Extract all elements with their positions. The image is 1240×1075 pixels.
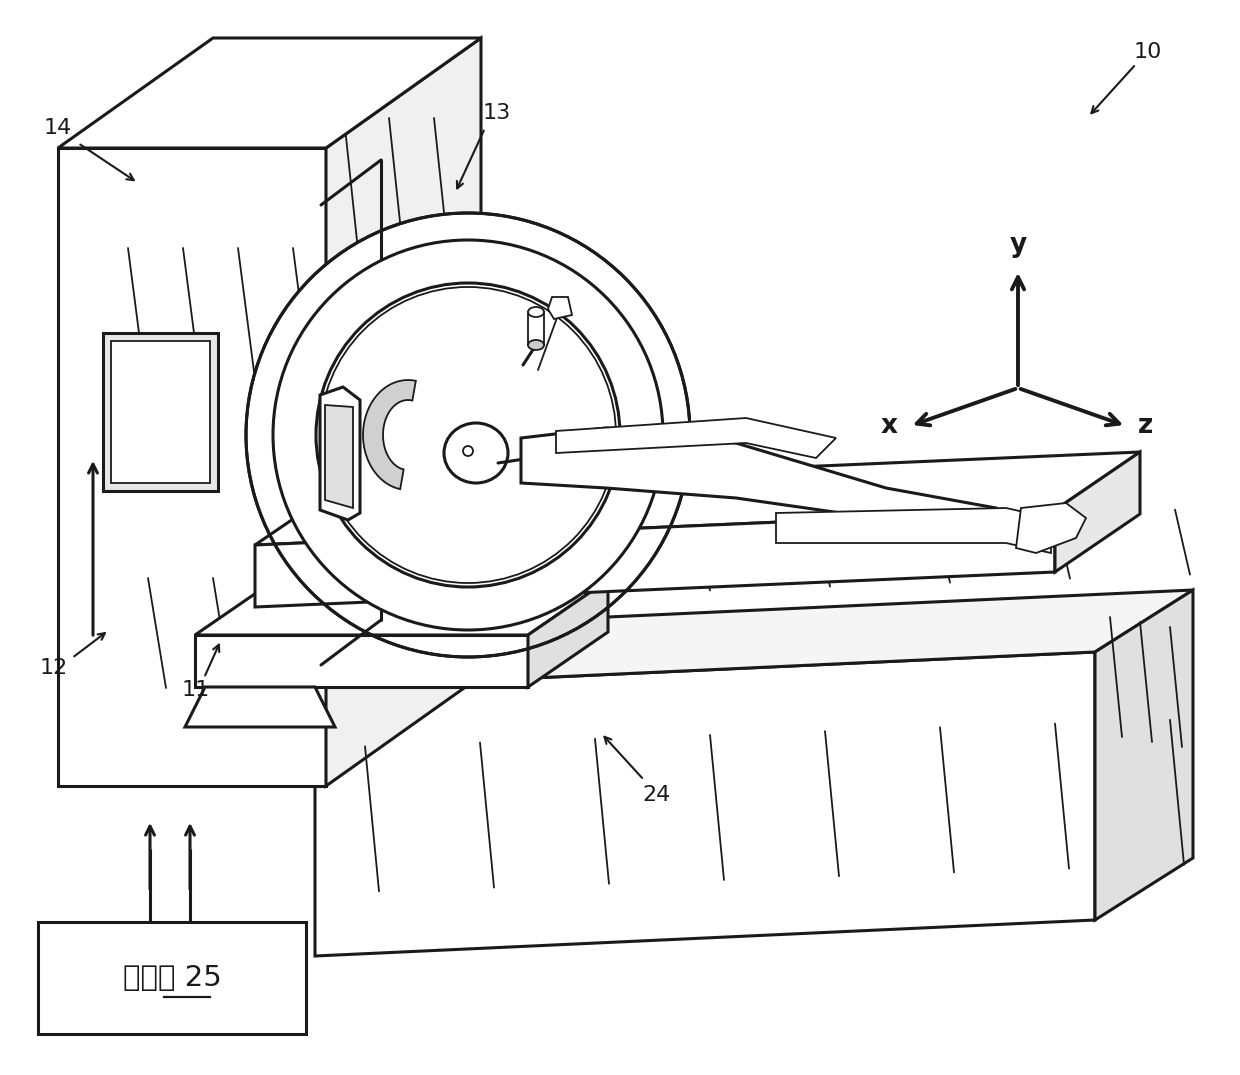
Polygon shape [315,590,1193,688]
Text: x: x [880,413,898,439]
Text: 10: 10 [1133,42,1162,62]
Text: 18: 18 [317,525,346,545]
Polygon shape [1055,452,1140,572]
Polygon shape [1095,590,1193,920]
Text: 24: 24 [642,785,670,805]
Polygon shape [112,341,210,483]
Polygon shape [58,38,481,148]
Polygon shape [556,418,836,458]
Polygon shape [326,38,481,786]
Ellipse shape [463,446,472,456]
Polygon shape [548,297,572,319]
Polygon shape [103,333,218,491]
Text: 14: 14 [43,118,72,138]
Text: 22: 22 [600,353,629,373]
Ellipse shape [444,422,508,483]
Polygon shape [255,452,1140,545]
Polygon shape [195,635,528,687]
Ellipse shape [528,307,544,317]
Polygon shape [528,312,544,345]
Bar [38,922,306,1034]
Polygon shape [521,428,996,538]
Polygon shape [528,580,608,687]
Text: 13: 13 [482,103,511,123]
Polygon shape [195,580,608,635]
Text: 12: 12 [40,658,68,678]
Text: z: z [1138,413,1153,439]
Ellipse shape [320,287,616,583]
Ellipse shape [273,240,663,630]
Polygon shape [315,653,1095,956]
Ellipse shape [316,283,620,587]
Polygon shape [185,687,335,727]
Polygon shape [58,148,326,786]
Polygon shape [255,510,1055,607]
Polygon shape [325,405,353,508]
Text: 11: 11 [182,680,210,700]
Polygon shape [776,508,1052,553]
Ellipse shape [246,213,689,657]
Polygon shape [320,387,360,520]
Ellipse shape [528,340,544,350]
Polygon shape [363,379,415,489]
Text: 控制器 25: 控制器 25 [123,964,222,992]
Text: 15: 15 [553,272,582,292]
Polygon shape [1016,503,1086,553]
Text: y: y [1009,232,1027,258]
